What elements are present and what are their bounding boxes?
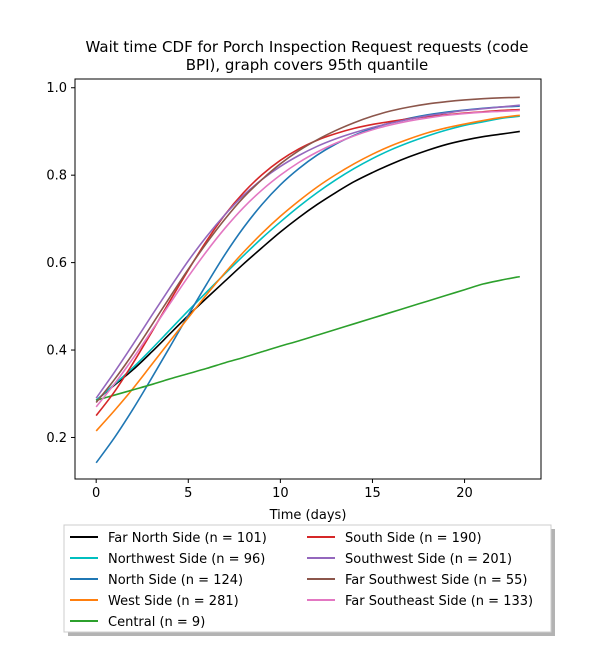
x-tick-label: 0 <box>92 486 100 501</box>
series-line-6 <box>95 108 520 417</box>
y-axis-ticks: 0.2 0.4 0.6 0.8 1.0 <box>46 81 75 446</box>
legend-label-5: Central (n = 9) <box>108 615 205 630</box>
y-tick-label: 0.2 <box>46 431 67 446</box>
legend-label-7: Southwest Side (n = 201) <box>345 552 512 567</box>
legend-label-8: Far Southwest Side (n = 55) <box>345 573 527 588</box>
series-line-9 <box>95 109 520 408</box>
x-axis-label: Time (days) <box>269 508 347 523</box>
series-line-8 <box>95 96 520 403</box>
plot-clip-group <box>95 96 520 464</box>
x-tick-label: 5 <box>184 486 192 501</box>
series-layer <box>95 96 520 464</box>
chart-title-line-2: BPI), graph covers 95th quantile <box>186 56 429 74</box>
y-tick-label: 0.8 <box>46 169 67 184</box>
legend-label-1: Far North Side (n = 101) <box>108 531 267 546</box>
y-tick-label: 0.4 <box>46 344 67 359</box>
y-tick-label: 1.0 <box>46 81 67 96</box>
legend: Far North Side (n = 101) Northwest Side (… <box>63 524 555 636</box>
y-tick-label: 0.6 <box>46 256 67 271</box>
x-tick-label: 15 <box>364 486 381 501</box>
legend-label-9: Far Southeast Side (n = 133) <box>345 594 533 609</box>
chart-title-line-1: Wait time CDF for Porch Inspection Reque… <box>86 38 529 56</box>
x-axis-ticks: 0 5 10 15 20 <box>92 479 473 501</box>
series-line-2 <box>95 115 520 401</box>
legend-label-4: West Side (n = 281) <box>108 594 239 609</box>
series-line-4 <box>95 114 520 432</box>
x-tick-label: 20 <box>456 486 473 501</box>
series-line-1 <box>95 130 520 401</box>
legend-label-6: South Side (n = 190) <box>345 531 482 546</box>
x-tick-label: 10 <box>272 486 289 501</box>
plot-frame <box>74 78 542 480</box>
series-line-5 <box>95 275 520 402</box>
legend-label-3: North Side (n = 124) <box>108 573 243 588</box>
series-line-3 <box>95 105 520 464</box>
series-line-7 <box>95 104 520 399</box>
legend-label-2: Northwest Side (n = 96) <box>108 552 265 567</box>
